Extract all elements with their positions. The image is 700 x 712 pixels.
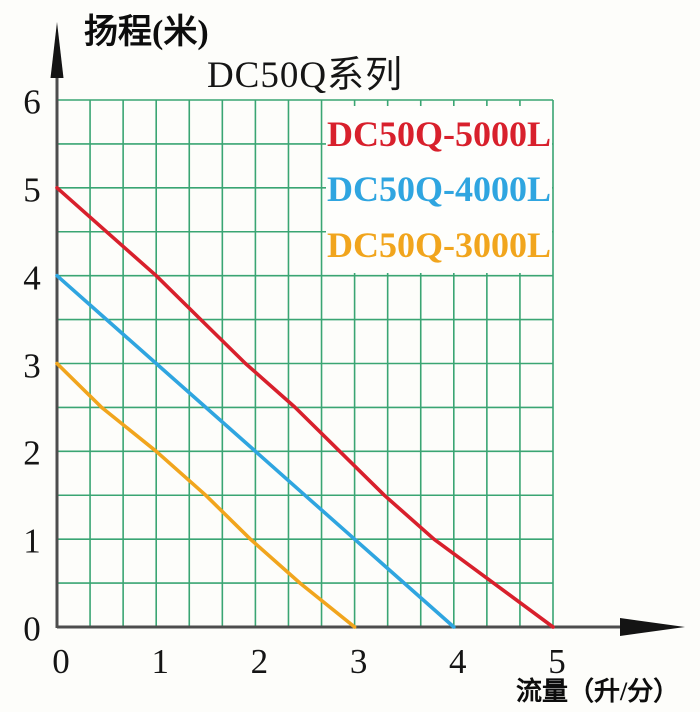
y-tick-label: 6	[23, 82, 41, 122]
y-tick-label: 1	[23, 521, 41, 561]
x-tick-label: 3	[349, 642, 368, 681]
y-tick-label: 4	[23, 258, 41, 298]
legend: DC50Q-5000L DC50Q-4000L DC50Q-3000L	[326, 106, 552, 273]
legend-item-4000l: DC50Q-4000L	[327, 169, 551, 210]
series-curve-dc50q-4000l	[55, 273, 456, 629]
y-tick-label: 3	[23, 346, 41, 385]
y-tick-label: 5	[23, 170, 41, 210]
x-axis-arrow-icon	[620, 618, 685, 636]
chart-title: DC50Q系列	[206, 55, 404, 96]
series-curve-dc50q-3000l	[55, 361, 357, 629]
y-tick-label: 2	[23, 433, 41, 473]
x-axis-title: 流量（升/分）	[516, 677, 680, 706]
y-tick-label: 0	[23, 609, 41, 649]
series-curve-dc50q-5000l	[55, 186, 555, 629]
x-tick-label: 2	[250, 642, 269, 681]
x-tick-label: 1	[151, 642, 169, 681]
x-tick-label: 5	[548, 642, 566, 681]
x-tick-label: 0	[52, 642, 70, 681]
y-axis-arrow-icon	[50, 22, 64, 78]
legend-item-5000l: DC50Q-5000L	[327, 113, 551, 154]
x-tick-label: 4	[449, 642, 467, 681]
legend-item-3000l: DC50Q-3000L	[327, 225, 551, 266]
y-axis-title: 扬程(米)	[84, 14, 209, 51]
